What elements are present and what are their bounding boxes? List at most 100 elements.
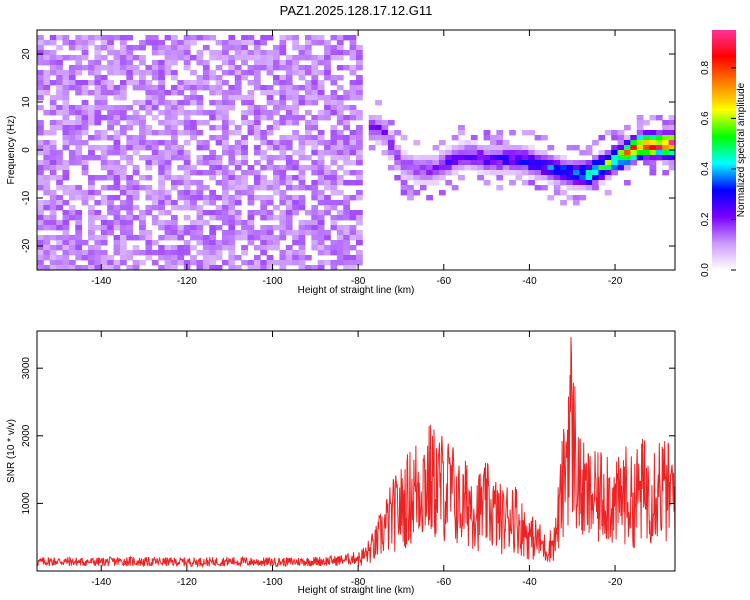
spectrogram-cell bbox=[381, 125, 389, 131]
spectrogram-cell bbox=[502, 165, 510, 171]
spectrogram-cell bbox=[407, 155, 414, 161]
spectrogram-cell bbox=[349, 180, 357, 186]
spectrogram-cell bbox=[56, 35, 63, 41]
spectrogram-cell bbox=[292, 120, 299, 126]
spectrogram-cell bbox=[394, 175, 402, 181]
spectrogram-cell bbox=[222, 40, 229, 46]
spectrogram-cell bbox=[209, 235, 217, 241]
spectrogram-cell bbox=[43, 200, 51, 206]
spectrogram-cell bbox=[349, 140, 357, 146]
spectrogram-cell bbox=[113, 150, 121, 156]
spectrogram-cell bbox=[356, 75, 363, 81]
spectrogram-cell bbox=[343, 35, 351, 41]
spectrogram-cell bbox=[528, 160, 536, 166]
spectrogram-cell bbox=[164, 125, 172, 131]
spectrogram-cell bbox=[541, 150, 548, 156]
spectrogram-cell bbox=[37, 125, 44, 131]
spectrogram-cell bbox=[81, 240, 89, 246]
spectrogram-cell bbox=[623, 155, 631, 161]
spectrogram-cell bbox=[75, 155, 83, 161]
spectrogram-cell bbox=[311, 85, 319, 91]
spectrogram-cell bbox=[170, 90, 178, 96]
spectrogram-cell bbox=[158, 75, 165, 81]
spectrogram-cell bbox=[56, 60, 63, 66]
spectrogram-cell bbox=[260, 115, 268, 121]
spectrogram-cell bbox=[119, 200, 127, 206]
spectrogram-cell bbox=[183, 110, 191, 116]
spectrogram-cell bbox=[304, 225, 312, 231]
spectrogram-cell bbox=[662, 145, 670, 151]
spectrogram-cell bbox=[107, 60, 114, 66]
spectrogram-cell bbox=[247, 105, 255, 111]
spectrogram-cell bbox=[356, 135, 363, 141]
spectrogram-cell bbox=[489, 140, 497, 146]
spectrogram-cell bbox=[222, 205, 229, 211]
spectrogram-cell bbox=[311, 120, 319, 126]
spectrogram-cell bbox=[139, 40, 146, 46]
spectrogram-cell bbox=[304, 40, 312, 46]
spectrogram-cell bbox=[119, 60, 127, 66]
spectrogram-cell bbox=[649, 135, 657, 141]
spectrogram-cell bbox=[502, 155, 510, 161]
spectrogram-cell bbox=[164, 115, 172, 121]
spectrogram-cell bbox=[228, 245, 236, 251]
spectrogram-cell bbox=[81, 125, 89, 131]
spectrogram-cell bbox=[292, 130, 299, 136]
spectrogram-cell bbox=[336, 130, 344, 136]
spectrogram-cell bbox=[273, 105, 280, 111]
spectrogram-cell bbox=[292, 165, 299, 171]
spectrogram-cell bbox=[126, 115, 134, 121]
spectrogram-cell bbox=[88, 185, 95, 191]
spectrogram-cell bbox=[56, 70, 63, 76]
spectrogram-cell bbox=[343, 140, 351, 146]
spectrogram-cell bbox=[183, 85, 191, 91]
spectrogram-cell bbox=[413, 160, 421, 166]
spectrogram-cell bbox=[579, 175, 587, 181]
spectrogram-cell bbox=[222, 175, 229, 181]
spectrogram-cell bbox=[228, 70, 236, 76]
spectrogram-cell bbox=[56, 155, 63, 161]
spectrogram-cell bbox=[585, 185, 593, 191]
spectrogram-cell bbox=[209, 190, 217, 196]
spectrogram-cell bbox=[247, 260, 255, 266]
spectrogram-cell bbox=[324, 195, 331, 201]
spectrogram-cell bbox=[356, 125, 363, 131]
spectrogram-cell bbox=[304, 130, 312, 136]
spectrogram-cell bbox=[164, 55, 172, 61]
spectrogram-cell bbox=[215, 240, 223, 246]
spectrogram-cell bbox=[285, 200, 293, 206]
spectrogram-cell bbox=[202, 35, 210, 41]
spectrogram-cell bbox=[81, 105, 89, 111]
spectrogram-cell bbox=[394, 155, 402, 161]
spectrogram-cell bbox=[598, 150, 606, 156]
spectrogram-cell bbox=[668, 160, 676, 166]
spectrogram-cell bbox=[126, 175, 134, 181]
spectrogram-cell bbox=[241, 185, 248, 191]
spectrogram-cell bbox=[356, 250, 363, 256]
spectrogram-cell bbox=[228, 255, 236, 261]
spectrogram-cell bbox=[336, 210, 344, 216]
spectrogram-cell bbox=[164, 110, 172, 116]
spectrogram-cell bbox=[170, 135, 178, 141]
spectrogram-cell bbox=[139, 135, 146, 141]
spectrogram-cell bbox=[68, 70, 76, 76]
spectrogram-cell bbox=[62, 55, 70, 61]
spectrogram-cell bbox=[164, 145, 172, 151]
spectrogram-cell bbox=[592, 165, 599, 171]
spectrogram-cell bbox=[215, 210, 223, 216]
spectrogram-cell bbox=[356, 230, 363, 236]
spectrogram-cell bbox=[285, 95, 293, 101]
spectrogram-cell bbox=[317, 195, 325, 201]
spectrogram-cell bbox=[170, 220, 178, 226]
spectrogram-cell bbox=[598, 170, 606, 176]
spectrogram-cell bbox=[37, 50, 44, 56]
spectrogram-cell bbox=[279, 140, 287, 146]
spectrogram-cell bbox=[228, 250, 236, 256]
spectrogram-cell bbox=[604, 150, 612, 156]
spectrogram-cell bbox=[183, 130, 191, 136]
spectrogram-cell bbox=[196, 110, 204, 116]
spectrogram-cell bbox=[317, 70, 325, 76]
spectrogram-cell bbox=[202, 145, 210, 151]
spectrogram-cell bbox=[292, 105, 299, 111]
spectrogram-cell bbox=[298, 70, 306, 76]
